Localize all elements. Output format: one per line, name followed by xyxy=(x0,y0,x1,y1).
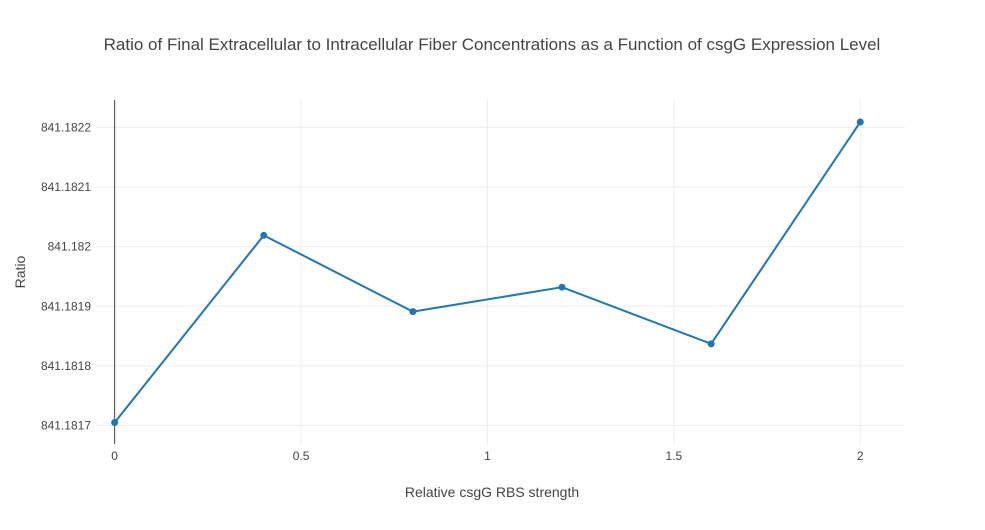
data-point[interactable] xyxy=(707,340,715,348)
data-point[interactable] xyxy=(111,419,119,427)
y-tick-label: 841.1818 xyxy=(41,359,91,373)
x-tick-label: 1 xyxy=(484,449,491,463)
data-point[interactable] xyxy=(856,118,864,126)
data-point[interactable] xyxy=(260,231,268,239)
chart-title: Ratio of Final Extracellular to Intracel… xyxy=(104,35,881,54)
y-axis-title: Ratio xyxy=(12,255,28,288)
x-tick-label: 2 xyxy=(857,449,864,463)
series-line xyxy=(113,121,862,424)
x-tick-label: 1.5 xyxy=(666,449,683,463)
grid-layer xyxy=(96,100,905,444)
y-tick-label: 841.1817 xyxy=(41,419,91,433)
y-tick-label: 841.1819 xyxy=(41,299,91,313)
x-tick-label: 0.5 xyxy=(293,449,310,463)
axis-layer: 0 0.5 1 1.5 2 841.1817 841.1818 841.1819 841.182… xyxy=(41,100,864,463)
x-tick-label: 0 xyxy=(111,449,118,463)
data-point[interactable] xyxy=(409,308,417,316)
y-tick-label: 841.1821 xyxy=(41,180,91,194)
x-axis-title: Relative csgG RBS strength xyxy=(405,484,579,500)
data-point[interactable] xyxy=(558,283,566,291)
y-tick-label: 841.182 xyxy=(48,240,92,254)
data-layer xyxy=(111,118,864,427)
y-tick-label: 841.1822 xyxy=(41,120,91,134)
